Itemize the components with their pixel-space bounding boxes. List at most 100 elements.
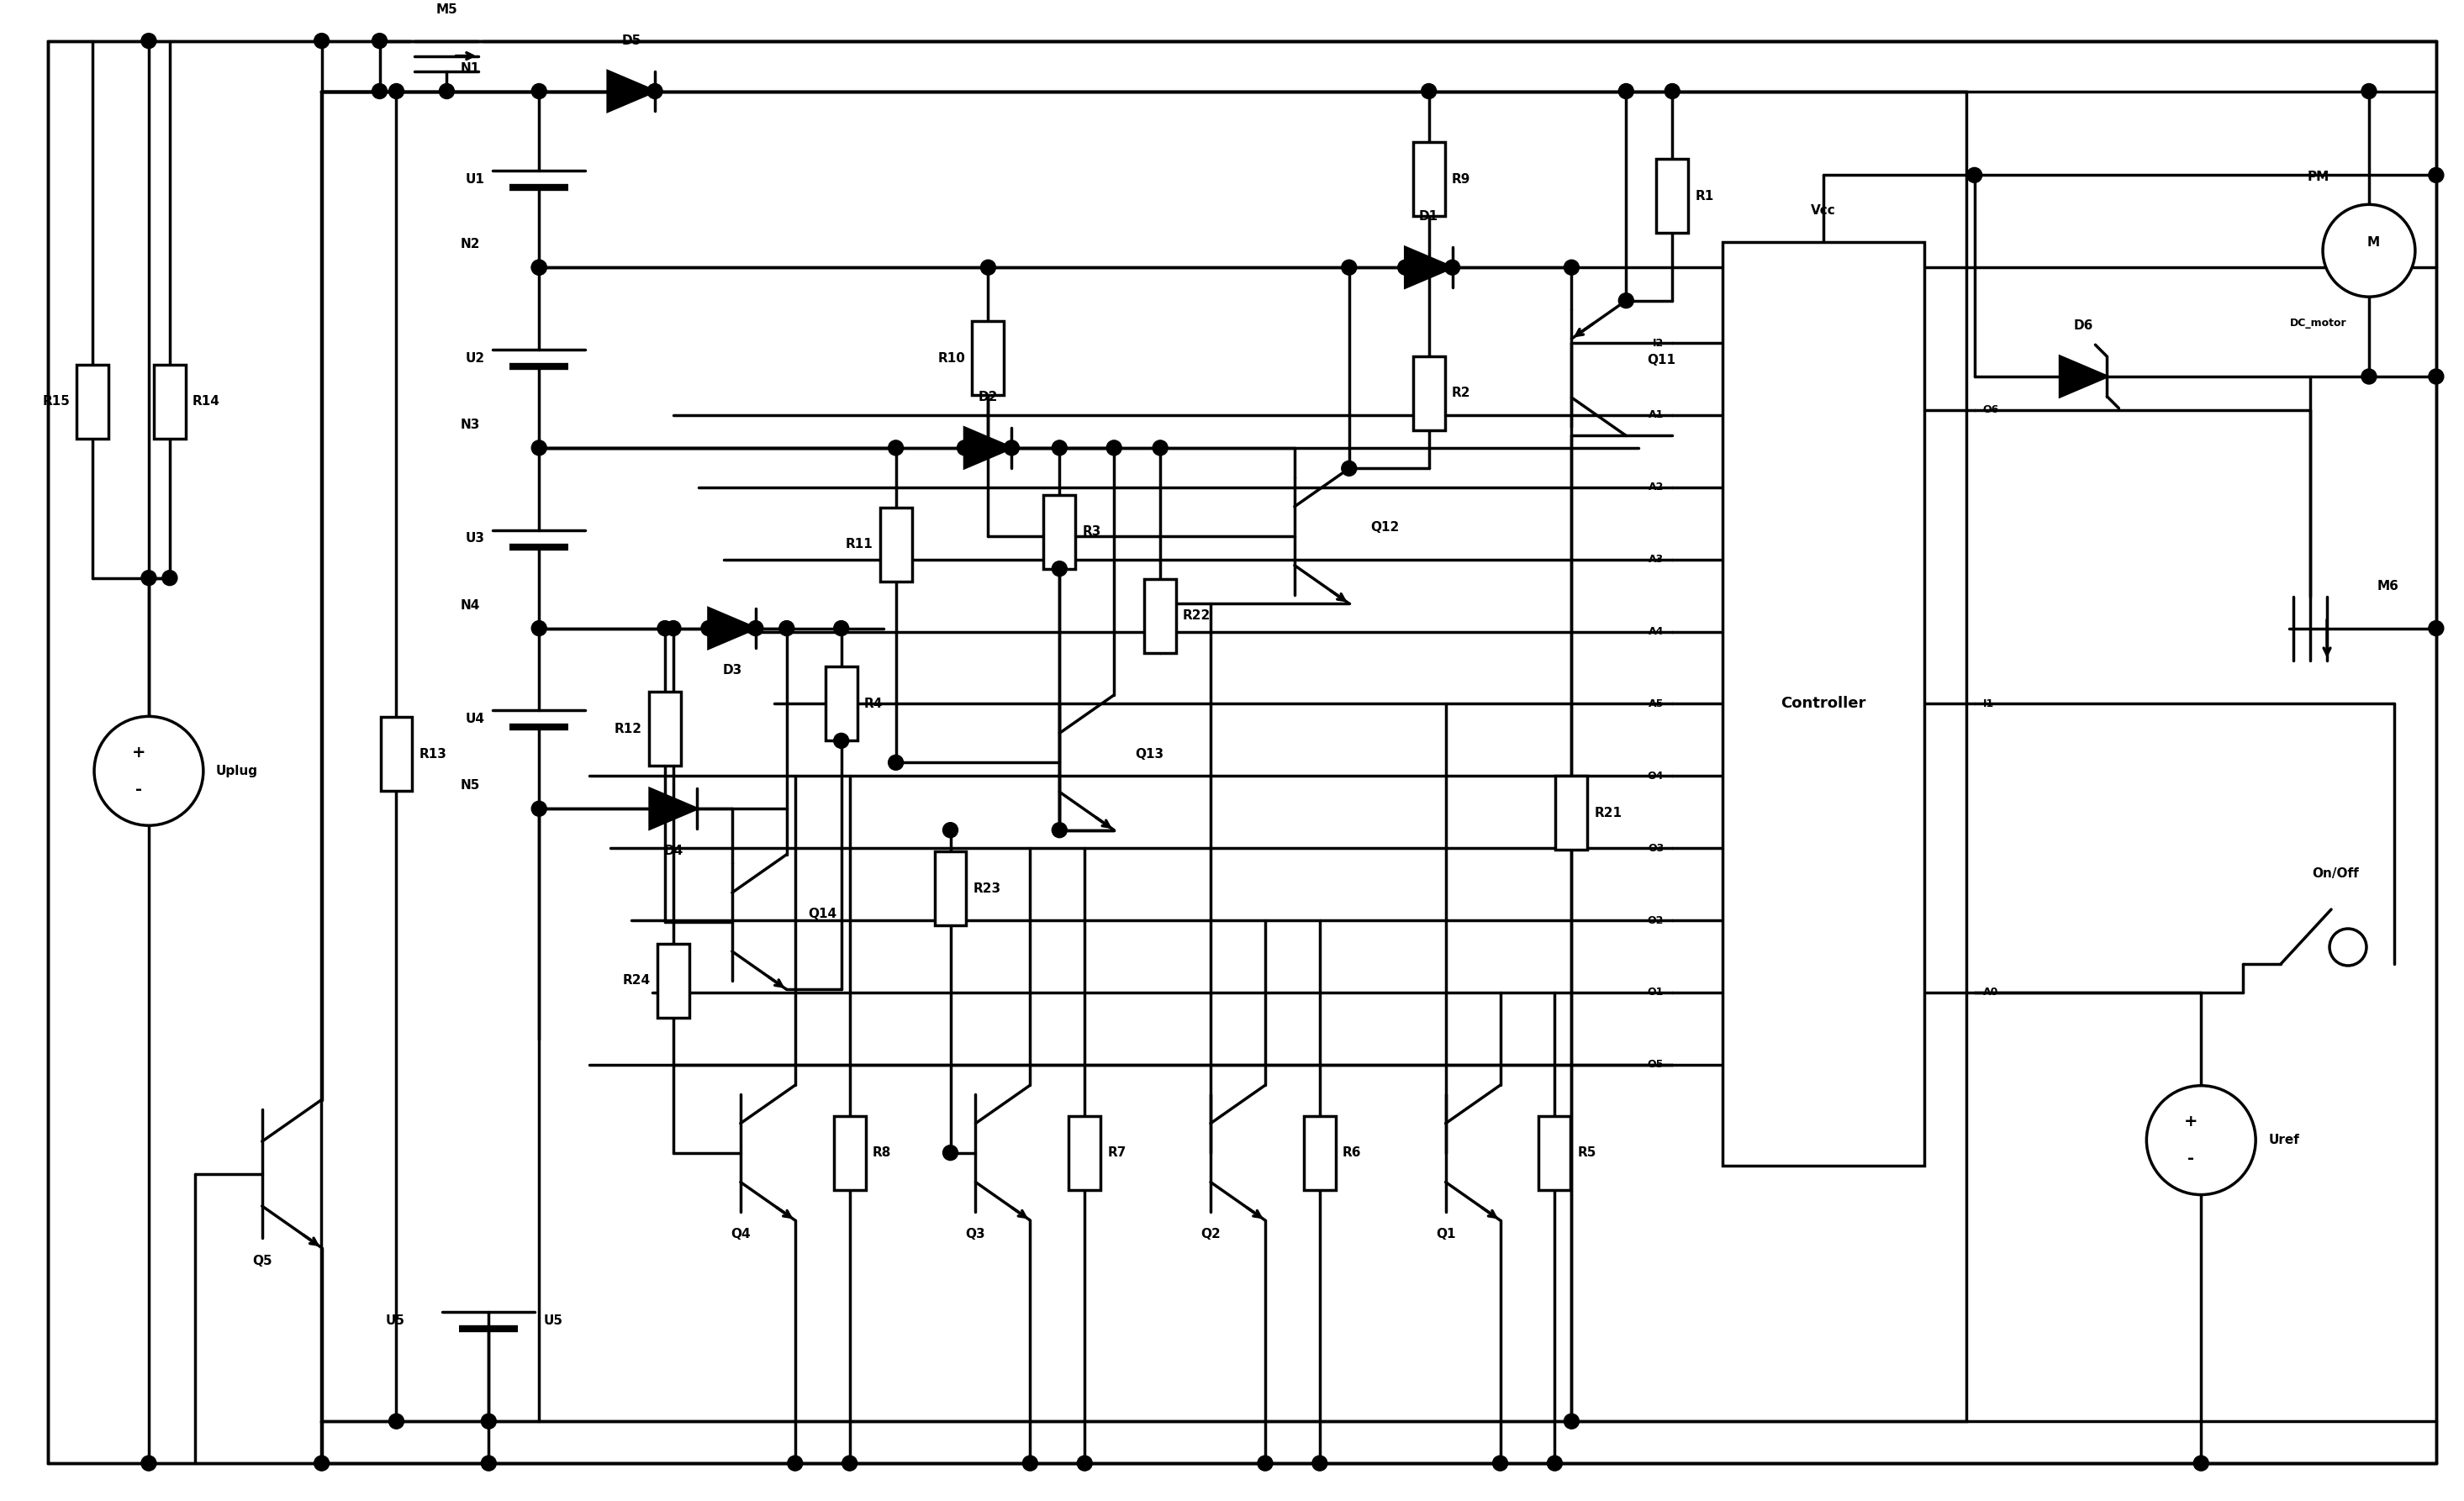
Circle shape: [665, 621, 680, 636]
Bar: [1656, 159, 1688, 233]
Bar: [1303, 1115, 1335, 1190]
Bar: [973, 321, 1005, 395]
Circle shape: [532, 440, 547, 455]
Circle shape: [1493, 1456, 1508, 1471]
Circle shape: [658, 621, 673, 636]
Circle shape: [1052, 823, 1067, 838]
Text: D3: D3: [722, 665, 742, 677]
Text: R12: R12: [614, 722, 643, 735]
Text: N4: N4: [461, 599, 480, 611]
Text: R5: R5: [1577, 1147, 1597, 1159]
Text: O3: O3: [1648, 842, 1663, 854]
Circle shape: [1422, 260, 1437, 275]
Circle shape: [2146, 1085, 2255, 1195]
Bar: [320, 92, 1966, 1421]
Circle shape: [2361, 369, 2378, 384]
Polygon shape: [710, 608, 756, 648]
Circle shape: [956, 440, 973, 455]
Circle shape: [140, 1456, 155, 1471]
Text: A0: A0: [1984, 988, 1998, 998]
Bar: [379, 717, 411, 791]
Circle shape: [1077, 1456, 1092, 1471]
Text: R4: R4: [865, 698, 882, 710]
Circle shape: [843, 1456, 857, 1471]
Text: R9: R9: [1451, 173, 1471, 186]
Text: Uplug: Uplug: [217, 764, 259, 778]
Circle shape: [648, 84, 663, 99]
Text: U4: U4: [466, 713, 485, 725]
Circle shape: [140, 33, 155, 48]
Text: R11: R11: [845, 537, 872, 551]
Text: Uref: Uref: [2269, 1133, 2299, 1147]
Circle shape: [944, 823, 958, 838]
Text: I2: I2: [1653, 338, 1663, 348]
Circle shape: [480, 1414, 495, 1429]
Text: A5: A5: [1648, 698, 1663, 710]
Text: N3: N3: [461, 419, 480, 431]
Text: On/Off: On/Off: [2311, 868, 2358, 880]
Bar: [1540, 1115, 1570, 1190]
Polygon shape: [963, 428, 1013, 468]
Circle shape: [887, 440, 904, 455]
Text: N2: N2: [461, 239, 480, 251]
Circle shape: [372, 84, 387, 99]
Circle shape: [833, 621, 848, 636]
Text: Q2: Q2: [1200, 1228, 1220, 1241]
Circle shape: [2328, 929, 2365, 965]
Circle shape: [887, 755, 904, 770]
Circle shape: [1565, 1414, 1579, 1429]
Text: A4: A4: [1648, 626, 1663, 636]
Circle shape: [1966, 168, 1981, 183]
Text: M: M: [2368, 236, 2380, 249]
Circle shape: [981, 260, 995, 275]
Circle shape: [480, 1456, 495, 1471]
Text: DC_motor: DC_motor: [2289, 318, 2348, 329]
Text: I1: I1: [1984, 698, 1993, 710]
Text: O6: O6: [1984, 405, 1998, 416]
Text: R1: R1: [1695, 189, 1712, 203]
Circle shape: [313, 1456, 330, 1471]
Bar: [934, 851, 966, 925]
Circle shape: [1565, 260, 1579, 275]
Bar: [658, 944, 690, 1018]
Text: N5: N5: [461, 779, 480, 793]
Circle shape: [2361, 84, 2378, 99]
Polygon shape: [1404, 248, 1451, 287]
Circle shape: [313, 33, 330, 48]
Text: A3: A3: [1648, 554, 1663, 564]
Circle shape: [2430, 369, 2444, 384]
Bar: [880, 507, 912, 581]
Text: Q14: Q14: [808, 907, 835, 920]
Circle shape: [1619, 293, 1634, 308]
Circle shape: [1340, 461, 1358, 476]
Circle shape: [1257, 1456, 1274, 1471]
Circle shape: [981, 440, 995, 455]
Circle shape: [1619, 84, 1634, 99]
Circle shape: [749, 621, 764, 636]
Circle shape: [389, 84, 404, 99]
Text: Q12: Q12: [1370, 521, 1400, 534]
Polygon shape: [2060, 357, 2107, 396]
Circle shape: [702, 621, 717, 636]
Circle shape: [372, 33, 387, 48]
Circle shape: [532, 260, 547, 275]
Circle shape: [833, 732, 848, 749]
Circle shape: [1023, 1456, 1037, 1471]
Text: D1: D1: [1419, 210, 1439, 224]
Text: R10: R10: [939, 351, 966, 365]
Circle shape: [2193, 1456, 2208, 1471]
Text: Q1: Q1: [1437, 1228, 1456, 1241]
Bar: [1143, 579, 1175, 653]
Text: +: +: [131, 744, 145, 761]
Text: R2: R2: [1451, 387, 1471, 399]
Text: U3: U3: [466, 533, 485, 545]
Bar: [1412, 356, 1444, 431]
Text: R23: R23: [973, 883, 1000, 895]
Circle shape: [532, 621, 547, 636]
Circle shape: [1340, 260, 1358, 275]
Text: D6: D6: [2075, 320, 2094, 332]
Text: +: +: [2183, 1114, 2198, 1130]
Bar: [1069, 1115, 1101, 1190]
Text: U2: U2: [466, 351, 485, 365]
Circle shape: [439, 84, 453, 99]
